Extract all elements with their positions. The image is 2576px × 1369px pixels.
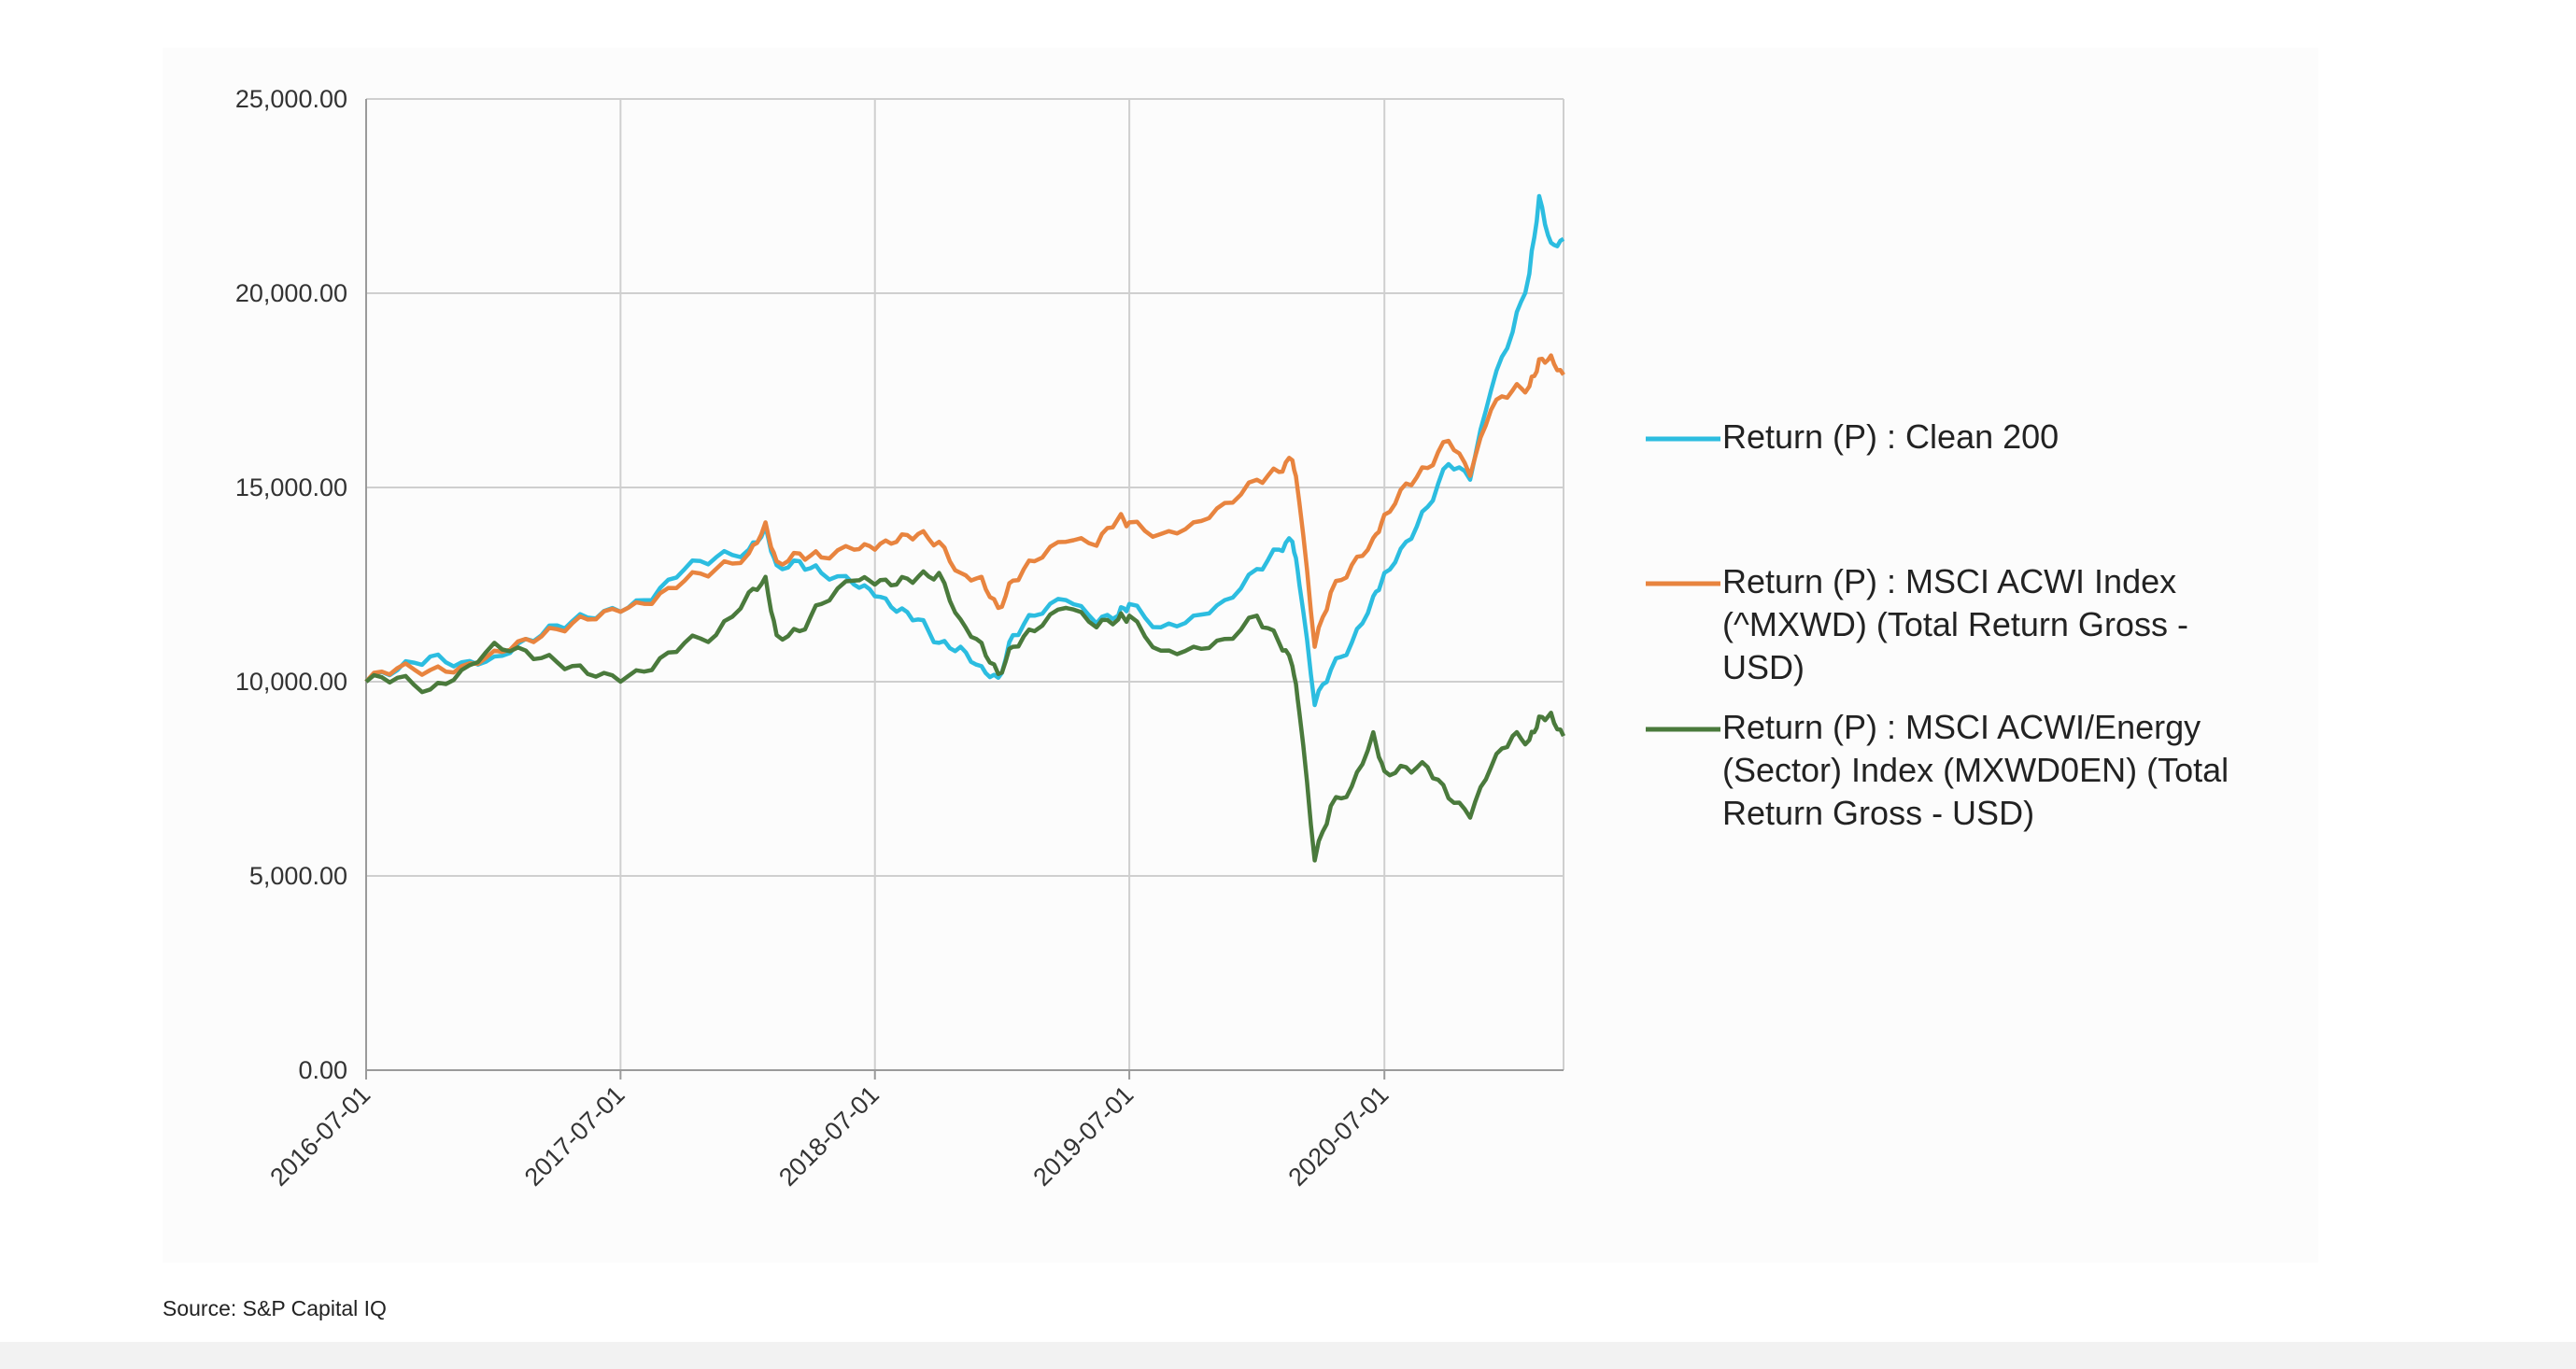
legend-entry-3: Return (P) : MSCI ACWI/Energy (Sector) In… — [1646, 708, 2229, 832]
legend-entry-1: Return (P) : Clean 200 — [1646, 417, 2059, 456]
legend-label: (^MXWD) (Total Return Gross - — [1722, 605, 2188, 643]
legend-entry-2: Return (P) : MSCI ACWI Index (^MXWD) (Tot… — [1646, 562, 2188, 686]
x-tick-label: 2016-07-01 — [264, 1080, 375, 1192]
y-tick-label: 5,000.00 — [249, 862, 347, 890]
series-line-1 — [364, 193, 1565, 708]
series-line-2 — [364, 353, 1565, 684]
y-axis-tick-labels: 0.00 5,000.00 10,000.00 15,000.00 20,000.00 2… — [235, 85, 347, 1084]
y-tick-label: 25,000.00 — [235, 85, 347, 113]
legend-label: USD) — [1722, 648, 1805, 686]
source-note: Source: S&P Capital IQ — [163, 1296, 387, 1320]
legend-label: Return Gross - USD) — [1722, 794, 2034, 832]
legend-label: (Sector) Index (MXWD0EN) (Total — [1722, 751, 2229, 789]
chart-panel: 0.00 5,000.00 10,000.00 15,000.00 20,000.00 2… — [163, 48, 2318, 1263]
x-axis-tick-labels: 2016-07-01 2017-07-01 2018-07-01 2019-07-01… — [264, 1080, 1394, 1192]
legend-label: Return (P) : MSCI ACWI/Energy — [1722, 708, 2201, 746]
y-tick-label: 10,000.00 — [235, 668, 347, 696]
x-tick-label: 2017-07-01 — [519, 1080, 630, 1192]
x-tick-label: 2020-07-01 — [1283, 1080, 1394, 1192]
y-tick-label: 15,000.00 — [235, 473, 347, 501]
chart-legend: Return (P) : Clean 200 Return (P) : MSCI … — [1646, 417, 2229, 832]
legend-label: Return (P) : Clean 200 — [1722, 417, 2059, 456]
series-lines — [364, 193, 1566, 863]
legend-label: Return (P) : MSCI ACWI Index — [1722, 562, 2176, 600]
y-tick-label: 20,000.00 — [235, 279, 347, 307]
grid-lines — [365, 98, 1564, 1071]
x-tick-label: 2019-07-01 — [1027, 1080, 1139, 1192]
bottom-strip — [0, 1342, 2576, 1369]
x-tick-label: 2018-07-01 — [773, 1080, 885, 1192]
y-tick-label: 0.00 — [298, 1056, 347, 1084]
line-chart: 0.00 5,000.00 10,000.00 15,000.00 20,000.00 2… — [235, 85, 2229, 1192]
chart-axes — [365, 99, 1564, 1080]
series-line-3 — [364, 569, 1566, 863]
